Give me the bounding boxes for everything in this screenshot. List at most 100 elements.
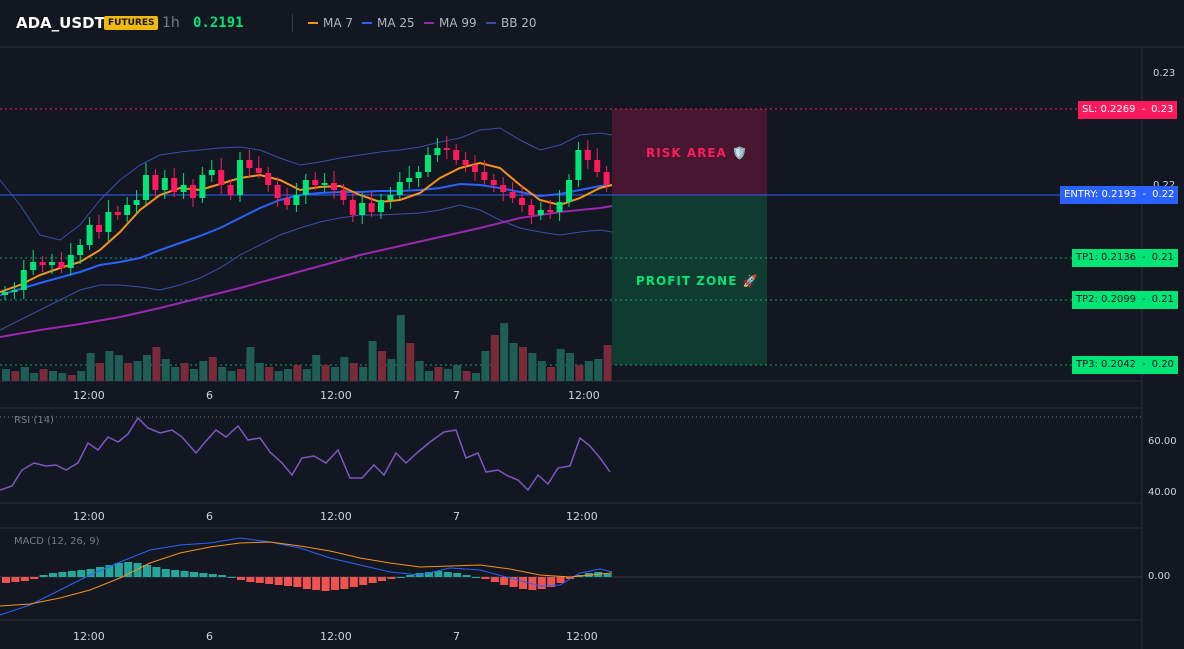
- candle-body: [481, 172, 488, 180]
- macd-hist-bar: [30, 577, 39, 579]
- tp1-tag[interactable]: TP1: 0.2136-0.21: [1072, 249, 1178, 267]
- volume-bar: [603, 345, 612, 381]
- legend-ma7[interactable]: MA 7: [308, 16, 353, 30]
- volume-bar: [462, 371, 471, 381]
- volume-bar: [20, 367, 29, 381]
- candle-body: [396, 182, 403, 195]
- profit-zone: [612, 196, 767, 365]
- sl-tag[interactable]: SL: 0.2269-0.23: [1078, 101, 1178, 119]
- candle-body: [312, 180, 319, 185]
- candle-body: [594, 160, 601, 172]
- legend-ma99[interactable]: MA 99: [424, 16, 477, 30]
- volume-bar: [500, 323, 509, 381]
- macd-signal-line: [0, 541, 613, 607]
- volume-bar: [472, 373, 480, 381]
- macd-hist-bar: [519, 577, 527, 589]
- macd-line: [0, 537, 613, 616]
- tp2-tag[interactable]: TP2: 0.2099-0.21: [1072, 291, 1178, 309]
- macd-hist-bar: [359, 577, 368, 585]
- volume-bar: [274, 371, 283, 381]
- volume-group: [2, 315, 612, 381]
- macd-hist-bar: [114, 563, 123, 577]
- time-tick: 12:00: [73, 389, 105, 402]
- macd-hist-bar: [462, 575, 471, 577]
- candle-body: [472, 165, 478, 172]
- candle-body: [67, 255, 74, 268]
- macd-tick: 0.00: [1148, 571, 1171, 582]
- candle-body: [453, 150, 460, 160]
- volume-bar: [208, 357, 217, 381]
- legend-bb20[interactable]: BB 20: [486, 16, 537, 30]
- macd-hist-bar: [396, 577, 405, 578]
- volume-bar: [368, 341, 377, 381]
- candle-body: [349, 200, 356, 215]
- volume-bar: [133, 361, 142, 381]
- volume-bar: [584, 361, 593, 381]
- macd-hist-bar: [152, 567, 161, 577]
- volume-bar: [49, 371, 57, 381]
- volume-bar: [349, 363, 358, 381]
- macd-hist-bar: [208, 574, 217, 577]
- candle-body: [49, 262, 55, 265]
- macd-hist-bar: [124, 562, 133, 577]
- macd-hist-bar: [58, 572, 67, 577]
- macd-hist-bar: [49, 573, 57, 577]
- macd-hist-bar: [387, 577, 396, 579]
- volume-bar: [378, 351, 386, 381]
- macd-hist-bar: [237, 577, 245, 580]
- volume-bar: [443, 369, 452, 381]
- volume-bar: [227, 371, 236, 381]
- volume-bar: [114, 355, 123, 381]
- volume-bar: [124, 363, 133, 381]
- macd-hist-bar: [67, 571, 76, 577]
- symbol-name[interactable]: ADA_USDT: [16, 14, 105, 32]
- profit-zone-label: PROFIT ZONE 🚀: [636, 274, 759, 288]
- line-swatch-icon: [362, 22, 372, 24]
- ma25-line: [0, 182, 613, 296]
- time-tick: 12:00: [320, 389, 352, 402]
- candle-body: [284, 198, 290, 205]
- time-tick: 7: [453, 510, 460, 523]
- candle-body: [519, 198, 525, 205]
- candle-body: [11, 290, 18, 292]
- candle-body: [199, 175, 206, 198]
- volume-bar: [575, 365, 584, 381]
- macd-hist-bar: [86, 569, 95, 577]
- candle-body: [415, 172, 422, 178]
- candle-body: [566, 180, 572, 202]
- macd-title: MACD (12, 26, 9): [14, 536, 100, 547]
- candle-body: [114, 212, 121, 215]
- legend-ma25[interactable]: MA 25: [362, 16, 415, 30]
- entry-tag[interactable]: ENTRY: 0.2193-0.22: [1060, 186, 1179, 204]
- timeframe-label[interactable]: 1h: [162, 15, 180, 31]
- candle-body: [246, 160, 253, 168]
- tp3-tag[interactable]: TP3: 0.2042-0.20: [1072, 356, 1178, 374]
- candle-body: [86, 225, 93, 245]
- volume-bar: [387, 359, 396, 381]
- macd-hist-bar: [490, 577, 499, 582]
- volume-bar: [519, 347, 527, 381]
- macd-hist-bar: [20, 577, 29, 581]
- rsi-tick: 40.00: [1148, 487, 1177, 498]
- macd-hist-bar: [472, 577, 480, 578]
- candle-body: [77, 245, 84, 255]
- volume-bar: [406, 343, 415, 381]
- macd-hist-bar: [425, 572, 433, 577]
- candle-body: [500, 185, 507, 192]
- risk-area-label: RISK AREA 🛡️: [646, 146, 748, 160]
- time-tick: 7: [453, 389, 460, 402]
- time-tick: 6: [206, 630, 213, 643]
- candle-body: [274, 185, 281, 198]
- macd-hist-bar: [453, 573, 462, 577]
- volume-bar: [58, 373, 67, 381]
- macd-hist-bar: [105, 565, 114, 577]
- macd-hist-bar: [293, 577, 302, 587]
- candle-body: [359, 203, 366, 215]
- time-tick: 12:00: [320, 510, 352, 523]
- volume-bar: [293, 365, 302, 381]
- volume-bar: [190, 369, 198, 381]
- candle-body: [161, 178, 168, 190]
- macd-hist-bar: [161, 569, 170, 577]
- macd-hist-bar: [218, 575, 227, 577]
